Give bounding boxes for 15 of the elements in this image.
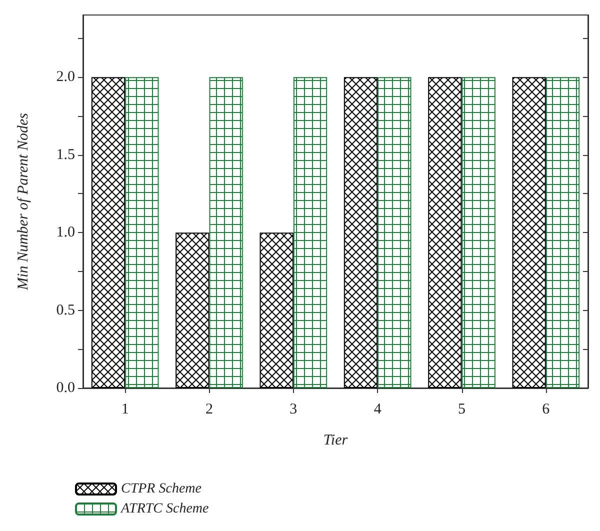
x-tick-label: 4 bbox=[374, 402, 382, 418]
x-tick-label: 5 bbox=[458, 402, 466, 418]
x-tick-label: 3 bbox=[290, 402, 298, 418]
y-tick-label: 0.0 bbox=[56, 380, 75, 396]
y-tick-label: 1.0 bbox=[56, 224, 75, 241]
x-tick-label: 1 bbox=[121, 402, 129, 418]
legend-label: ATRTC Scheme bbox=[120, 502, 209, 516]
y-axis-title: Min Number of Parent Nodes bbox=[16, 112, 32, 291]
y-tick-label: 1.5 bbox=[56, 146, 75, 163]
y-tick-label: 2.0 bbox=[56, 69, 75, 86]
x-tick-label: 2 bbox=[206, 402, 213, 418]
legend-label: CTPR Scheme bbox=[121, 482, 202, 496]
x-axis-title: Tier bbox=[323, 432, 348, 448]
y-tick-label: 0.5 bbox=[56, 302, 75, 318]
x-tick-label: 6 bbox=[542, 402, 550, 418]
